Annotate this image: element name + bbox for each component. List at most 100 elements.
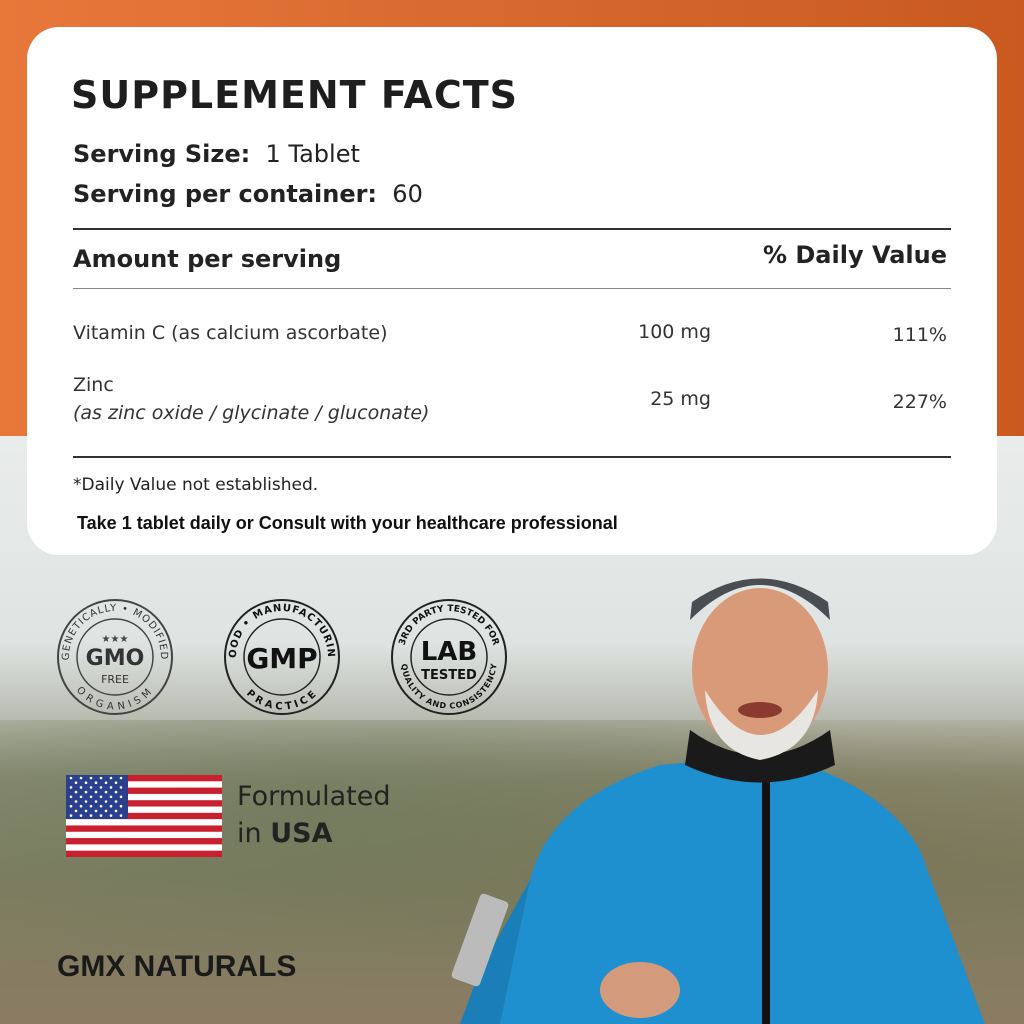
- svg-text:★★★: ★★★: [102, 634, 129, 645]
- badge-center-text: LAB: [421, 637, 478, 667]
- flag-star: [69, 786, 73, 789]
- flag-star: [119, 776, 123, 780]
- origin-country: USA: [270, 818, 333, 849]
- flag-star: [74, 781, 78, 784]
- flag-star: [74, 809, 78, 813]
- badge-center-text: GMP: [246, 642, 317, 675]
- badge-sub-text: FREE: [101, 673, 129, 686]
- flag-star: [74, 800, 78, 803]
- flag-star: [84, 800, 88, 803]
- footnote: *Daily Value not established.: [73, 475, 319, 495]
- flag-star: [94, 809, 98, 813]
- flag-star: [114, 800, 118, 803]
- flag-star: [114, 781, 118, 784]
- origin-line1: Formulated: [237, 781, 391, 812]
- gmp-badge: GOOD • MANUFACTURING PRACTICE GMP: [222, 597, 340, 715]
- flag-star: [74, 790, 78, 794]
- flag-stripe: [66, 850, 222, 857]
- divider: [73, 456, 951, 458]
- svg-text:ORGANISM: ORGANISM: [74, 685, 156, 713]
- flag-star: [104, 790, 108, 794]
- flag-star: [109, 786, 113, 789]
- us-flag-icon: [66, 775, 222, 857]
- flag-star: [99, 786, 103, 789]
- flag-star: [109, 776, 113, 780]
- origin-prefix: in: [237, 818, 271, 849]
- daily-value-header: % Daily Value: [762, 241, 947, 269]
- formulated-in-usa: Formulated in USA: [237, 778, 391, 852]
- svg-text:PRACTICE: PRACTICE: [244, 688, 320, 713]
- flag-star: [89, 804, 93, 808]
- servings-value: 60: [392, 180, 423, 208]
- flag-star: [94, 781, 98, 784]
- flag-star: [79, 814, 83, 817]
- flag-star: [109, 795, 113, 799]
- flag-star: [94, 790, 98, 794]
- flag-star: [89, 776, 93, 780]
- flag-star: [79, 795, 83, 799]
- flag-stripe: [66, 844, 222, 851]
- nutrient-name: Vitamin C (as calcium ascorbate): [73, 322, 388, 344]
- runner-photo: [451, 578, 985, 1024]
- flag-star: [99, 776, 103, 780]
- nutrient-name: Zinc: [73, 374, 114, 396]
- flag-star: [119, 814, 123, 817]
- flag-star: [69, 776, 73, 780]
- flag-stripe: [66, 806, 222, 814]
- brand-name: GMX NATURALS: [57, 950, 297, 983]
- origin-line2: in USA: [237, 815, 391, 852]
- flag-stripe: [66, 812, 222, 820]
- flag-star: [94, 800, 98, 803]
- supplement-facts-panel: SUPPLEMENT FACTS Serving Size: 1 Tablet …: [27, 27, 997, 555]
- badge-ring-text: PRACTICE: [244, 688, 318, 713]
- flag-star: [84, 781, 88, 784]
- flag-star: [114, 790, 118, 794]
- servings-per-container: Serving per container: 60: [73, 180, 423, 208]
- flag-stripe: [66, 787, 222, 795]
- nutrient-dv: 111%: [892, 324, 947, 346]
- flag-star: [69, 795, 73, 799]
- flag-star: [104, 800, 108, 803]
- divider: [73, 288, 951, 289]
- flag-star: [89, 786, 93, 789]
- flag-stripe: [66, 793, 222, 801]
- flag-stripe: [66, 825, 222, 832]
- flag-star: [84, 809, 88, 813]
- flag-star: [79, 776, 83, 780]
- flag-star: [84, 790, 88, 794]
- flag-star: [69, 814, 73, 817]
- flag-stripe: [66, 838, 222, 845]
- flag-star: [119, 795, 123, 799]
- amount-header: Amount per serving: [73, 245, 342, 273]
- serving-size-value: 1 Tablet: [265, 140, 360, 168]
- flag-stripe: [66, 831, 222, 839]
- gmo-free-badge: GENETICALLY • MODIFIED ORGANISM ★★★ GMO …: [57, 599, 173, 715]
- serving-size-label: Serving Size:: [73, 140, 251, 168]
- flag-star: [99, 804, 103, 808]
- flag-star: [79, 804, 83, 808]
- badge-sub-text: TESTED: [421, 668, 477, 683]
- nutrient-amount: 100 mg: [638, 321, 711, 343]
- flag-star: [99, 795, 103, 799]
- nutrient-amount: 25 mg: [650, 388, 711, 410]
- directions: Take 1 tablet daily or Consult with your…: [77, 513, 618, 533]
- flag-star: [104, 809, 108, 813]
- flag-star: [99, 814, 103, 817]
- flag-star: [119, 786, 123, 789]
- flag-star: [109, 804, 113, 808]
- flag-star: [119, 804, 123, 808]
- flag-star: [114, 809, 118, 813]
- badge-center-text: GMO: [86, 646, 145, 671]
- servings-label: Serving per container:: [73, 180, 378, 208]
- badge-ring-text: ORGANISM: [74, 685, 153, 713]
- flag-star: [89, 795, 93, 799]
- flag-star: [109, 814, 113, 817]
- nutrient-dv: 227%: [892, 391, 947, 413]
- nutrient-detail: (as zinc oxide / glycinate / gluconate): [73, 402, 430, 424]
- flag-stripe: [66, 775, 222, 782]
- serving-size: Serving Size: 1 Tablet: [73, 140, 360, 168]
- flag-stripe: [66, 800, 222, 807]
- lab-tested-badge: 3RD PARTY TESTED FOR QUALITY AND CONSIST…: [391, 599, 507, 715]
- flag-stripe: [66, 781, 222, 788]
- flag-star: [79, 786, 83, 789]
